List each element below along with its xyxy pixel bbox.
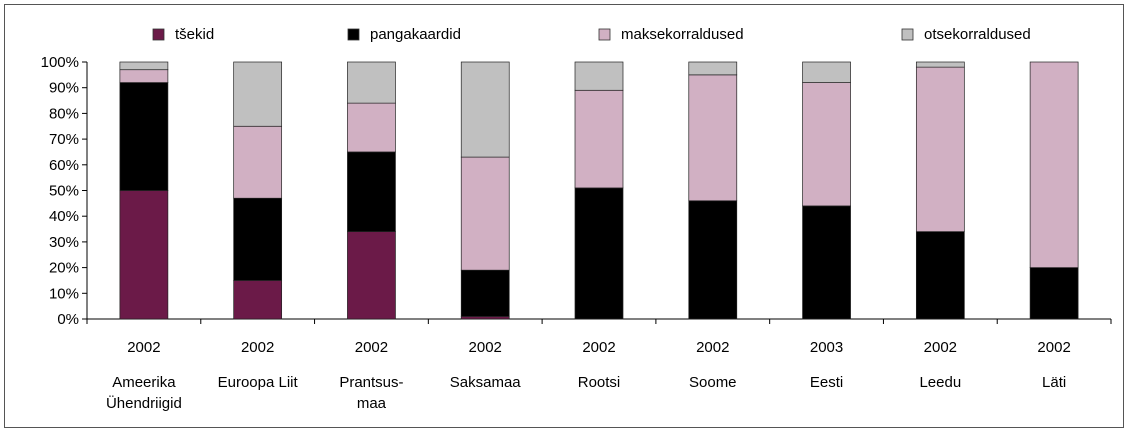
legend-label: maksekorraldused: [621, 26, 744, 43]
x-year-label: 2002: [241, 339, 274, 356]
x-category-label: Läti: [1042, 374, 1066, 391]
bar-segment: [574, 187, 624, 320]
y-tick-label: 100%: [41, 54, 79, 71]
legend-label: tšekid: [175, 26, 214, 43]
bar-segment: [460, 269, 510, 317]
legend-swatch: [152, 28, 165, 41]
x-category-label: maa: [357, 395, 387, 412]
x-category-label: Soome: [689, 374, 737, 391]
x-category-label: Ameerika: [112, 374, 176, 391]
y-tick-label: 40%: [49, 208, 79, 225]
bar-segment: [347, 231, 396, 320]
chart-frame: tšekid pangakaardid maksekorraldused otseko…: [4, 4, 1124, 428]
bar-segment: [119, 82, 169, 191]
y-tick-label: 90%: [49, 80, 79, 97]
y-tick-label: 50%: [49, 183, 79, 200]
y-tick-label: 70%: [49, 131, 79, 148]
x-year-label: 2002: [924, 339, 957, 356]
x-year-label: 2003: [810, 339, 843, 356]
x-year-label: 2002: [127, 339, 160, 356]
x-category-label: Euroopa Liit: [218, 374, 299, 391]
y-tick-label: 80%: [49, 105, 79, 122]
bar-segment: [802, 61, 851, 83]
bar-segment: [119, 190, 169, 320]
legend-label: pangakaardid: [370, 26, 461, 43]
bar-segment: [347, 102, 396, 153]
bar-segment: [802, 205, 851, 320]
y-tick-label: 30%: [49, 234, 79, 251]
x-year-label: 2002: [355, 339, 388, 356]
y-tick-label: 60%: [49, 157, 79, 174]
x-category-label: Prantsus-: [339, 374, 403, 391]
bar-segment: [233, 125, 283, 199]
legend-label: otsekorraldused: [924, 26, 1031, 43]
bar-segment: [460, 156, 510, 271]
x-year-label: 2002: [469, 339, 502, 356]
bar-segment: [233, 61, 283, 127]
x-category-label: Ühendriigid: [106, 394, 182, 412]
x-year-label: 2002: [696, 339, 729, 356]
x-category-label: Saksamaa: [450, 374, 522, 391]
x-category-label: Leedu: [919, 374, 961, 391]
bar-segment: [347, 61, 396, 104]
bar-segment: [915, 61, 965, 68]
bar-segment: [460, 61, 510, 158]
bar-segment: [233, 280, 283, 320]
bar-segment: [460, 316, 510, 320]
bar-segment: [574, 61, 624, 91]
bar-segment: [347, 151, 396, 232]
x-category-label: Rootsi: [578, 374, 621, 391]
bar-segment: [1029, 267, 1079, 320]
x-category-label: Eesti: [810, 374, 843, 391]
legend-swatch: [901, 28, 914, 41]
bar-segment: [688, 74, 738, 202]
bar-segment: [119, 69, 169, 83]
stacked-bar-chart: tšekid pangakaardid maksekorraldused otseko…: [41, 26, 1112, 412]
x-year-label: 2002: [1037, 339, 1070, 356]
bar-segment: [119, 61, 169, 71]
bar-segment: [1029, 61, 1079, 268]
legend-swatch: [598, 28, 611, 41]
bar-segment: [915, 231, 965, 320]
bar-segment: [802, 82, 851, 207]
legend-swatch: [347, 28, 360, 41]
bar-segment: [688, 61, 738, 76]
y-tick-label: 10%: [49, 285, 79, 302]
bar-segment: [688, 200, 738, 320]
y-tick-label: 20%: [49, 260, 79, 277]
bar-segment: [574, 89, 624, 189]
x-year-label: 2002: [582, 339, 615, 356]
y-tick-label: 0%: [57, 311, 79, 328]
bar-segment: [233, 197, 283, 281]
bar-segment: [915, 66, 965, 232]
